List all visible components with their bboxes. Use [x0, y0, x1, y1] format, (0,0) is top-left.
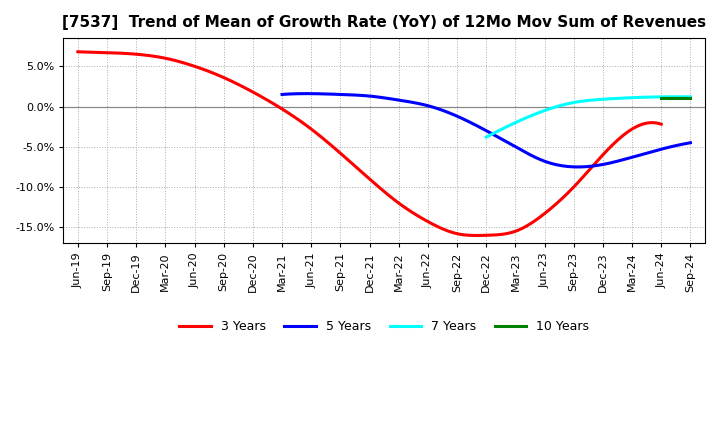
5 Years — [519, 149, 528, 154]
Line: 7 Years: 7 Years — [486, 97, 690, 137]
3 Years — [463, 232, 472, 238]
Legend: 3 Years, 5 Years, 7 Years, 10 Years: 3 Years, 5 Years, 7 Years, 10 Years — [174, 315, 594, 338]
3 Years — [73, 49, 82, 55]
7 Years — [686, 94, 695, 99]
5 Years — [278, 92, 287, 97]
3 Years — [657, 121, 665, 127]
7 Years — [636, 95, 644, 100]
3 Years — [338, 152, 346, 157]
5 Years — [463, 118, 472, 124]
7 Years — [534, 110, 543, 115]
10 Years — [657, 96, 665, 101]
3 Years — [223, 77, 232, 82]
7 Years — [575, 99, 583, 104]
Line: 5 Years: 5 Years — [282, 94, 690, 167]
7 Years — [602, 96, 611, 102]
7 Years — [482, 135, 490, 140]
5 Years — [302, 91, 311, 96]
7 Years — [518, 117, 527, 122]
7 Years — [672, 94, 680, 99]
5 Years — [686, 140, 695, 145]
Line: 3 Years: 3 Years — [78, 52, 661, 235]
5 Years — [574, 164, 582, 169]
5 Years — [551, 162, 559, 167]
5 Years — [383, 96, 392, 101]
3 Years — [472, 233, 480, 238]
3 Years — [418, 216, 426, 221]
5 Years — [587, 164, 595, 169]
10 Years — [686, 96, 695, 101]
7 Years — [618, 95, 627, 101]
5 Years — [351, 92, 359, 98]
Title: [7537]  Trend of Mean of Growth Rate (YoY) of 12Mo Mov Sum of Revenues: [7537] Trend of Mean of Growth Rate (YoY… — [62, 15, 706, 30]
3 Years — [514, 227, 523, 233]
3 Years — [177, 59, 186, 65]
